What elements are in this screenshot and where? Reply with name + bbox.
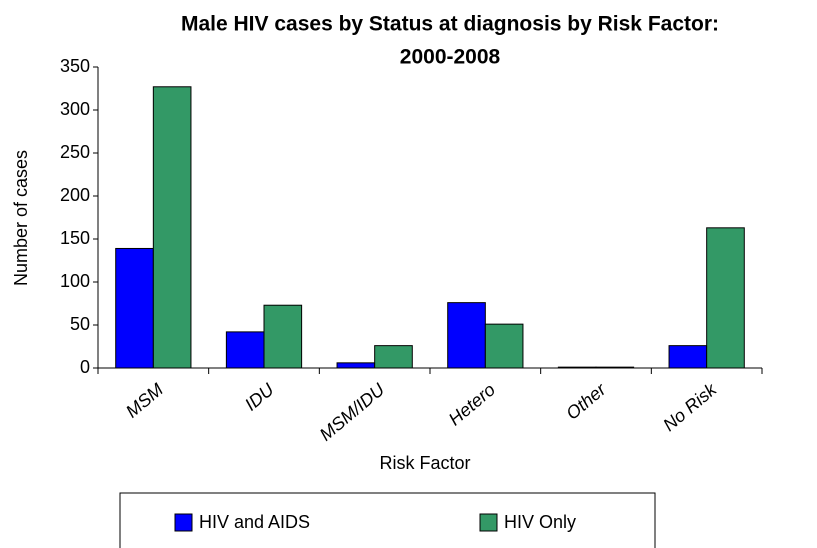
bar — [668, 345, 708, 369]
y-tick-label: 0 — [80, 357, 90, 377]
bar — [447, 302, 486, 369]
legend-label: HIV and AIDS — [199, 512, 310, 532]
x-tick-label: Hetero — [445, 379, 499, 429]
bar — [706, 227, 745, 369]
chart-subtitle: 2000-2008 — [400, 46, 501, 69]
y-tick-label: 100 — [60, 271, 90, 291]
y-axis-label: Number of cases — [11, 150, 31, 286]
y-tick-label: 200 — [60, 185, 90, 205]
y-tick-label: 150 — [60, 228, 90, 248]
y-tick-label: 300 — [60, 99, 90, 119]
x-axis-label: Risk Factor — [379, 453, 470, 473]
chart-title: Male HIV cases by Status at diagnosis by… — [181, 13, 719, 36]
legend-marker — [174, 513, 193, 532]
y-tick-label: 50 — [70, 314, 90, 334]
bar — [263, 304, 303, 369]
legend-label: HIV Only — [504, 512, 576, 532]
bar — [152, 86, 192, 369]
x-tick-label: No Risk — [659, 379, 721, 435]
y-tick-label: 250 — [60, 142, 90, 162]
x-tick-label: Other — [562, 379, 610, 424]
bar — [225, 331, 265, 369]
bar — [336, 362, 376, 369]
bar — [484, 323, 524, 369]
bar — [115, 247, 154, 369]
x-tick-label: IDU — [241, 379, 278, 415]
x-tick-label: MSM/IDU — [316, 379, 389, 445]
legend-box — [119, 492, 656, 548]
y-tick-label: 350 — [60, 56, 90, 76]
legend-marker — [479, 513, 498, 532]
bar — [374, 345, 413, 369]
x-tick-label: MSM — [122, 379, 167, 421]
